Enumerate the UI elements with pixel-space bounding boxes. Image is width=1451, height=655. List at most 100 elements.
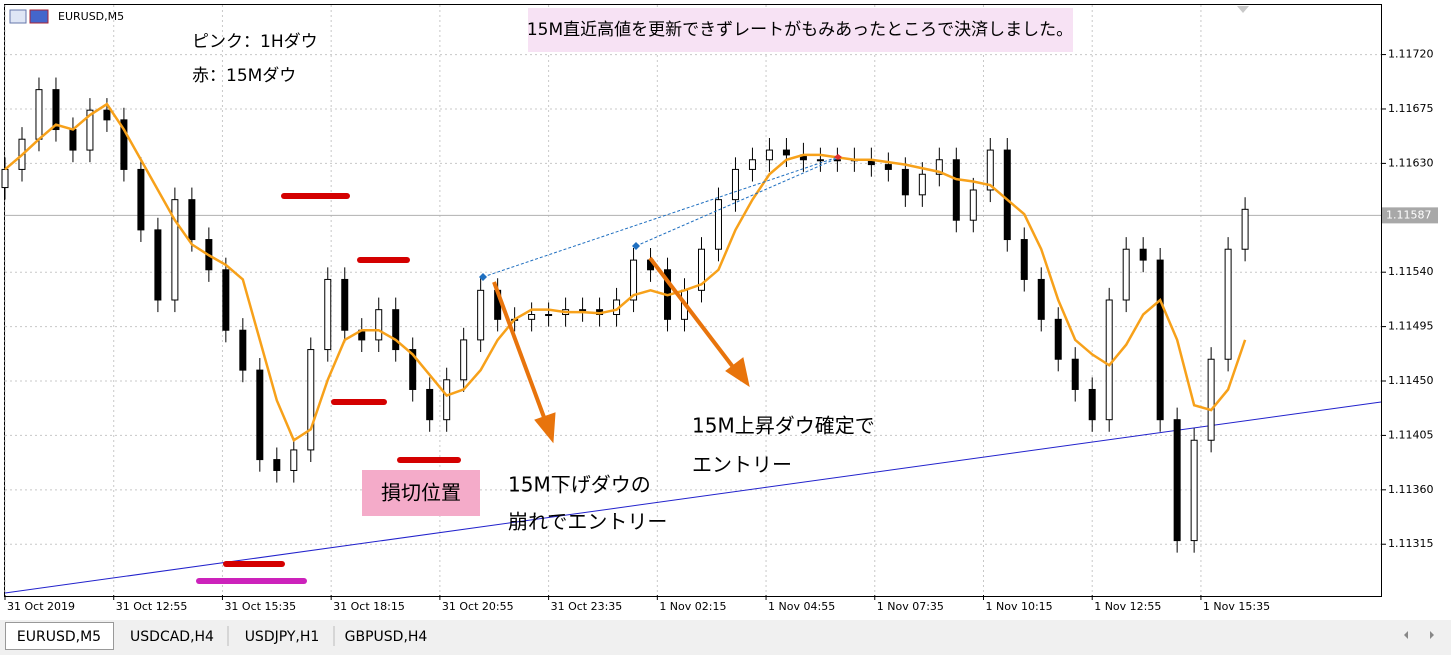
candle-body [579,309,587,312]
y-tick-label: 1.11450 [1388,374,1434,387]
y-tick-label: 1.11675 [1388,102,1434,115]
price-label: 1.11587 [1386,208,1432,221]
tab[interactable]: USDCAD,H4 [130,629,214,645]
candle-body [1037,278,1045,320]
x-tick-label: 31 Oct 15:35 [224,600,296,613]
scroll-right[interactable] [1430,631,1434,639]
candle-body [986,149,994,191]
tab[interactable]: GBPUSD,H4 [345,629,428,645]
y-tick-label: 1.11540 [1388,265,1434,278]
top-note: 15M直近高値を更新できずレートがもみあったところで決済しました。 [527,20,1073,40]
grid-layer: 1.11720 1.11675 1.11630 1.11540 1.11495 1.114… [4,5,1434,613]
arrow-head [725,357,750,388]
candle-body [460,339,468,381]
candle-body [731,168,739,201]
x-tick-label: 31 Oct 20:55 [442,600,514,613]
dashed-line [635,156,841,247]
y-tick-label: 1.11405 [1388,428,1434,441]
y-tick-label: 1.11495 [1388,320,1434,333]
tab-bar [0,620,1451,655]
x-tick-label: 1 Nov 12:55 [1094,600,1161,613]
candle-body [256,369,264,461]
candle-body [748,159,756,170]
moving-average [4,102,1247,443]
exit-lines [482,156,841,278]
candle-body [103,109,111,121]
tab[interactable]: USDJPY,H1 [245,629,320,645]
x-tick-label: 1 Nov 02:15 [659,600,726,613]
candle-body [324,278,332,351]
candle-body [188,199,196,241]
active-tab[interactable] [5,622,114,650]
note-box [528,8,1073,52]
candle-body [935,159,943,175]
price-box [1382,207,1438,224]
candle-body [884,164,892,170]
candle-body [35,89,43,140]
dashed-line [482,157,836,278]
candle-body [1122,248,1130,301]
candle-body [307,349,315,451]
candle-body [222,269,230,331]
candle-body [1020,239,1028,280]
candle-body [1190,439,1198,542]
candle-body [1173,419,1181,542]
candle-body [952,159,960,221]
scroll-left[interactable] [1404,631,1408,639]
candle-body [273,459,281,471]
candle-body [341,278,349,331]
candle-body [120,119,128,170]
legend-note: 赤：15Mダウ [192,66,296,86]
y-tick-label: 1.11720 [1388,48,1434,61]
x-tick-label: 31 Oct 23:35 [551,600,623,613]
candle-body [765,149,773,161]
entry-marker [632,242,640,250]
x-tick-label: 1 Nov 07:35 [877,600,944,613]
x-tick-label: 1 Nov 04:55 [768,600,835,613]
candle-body [477,289,485,341]
candle-body [901,168,909,196]
arrow-shaft [648,256,735,369]
y-tick-label: 1.11360 [1388,483,1434,496]
candle-body [714,199,722,250]
candle-body [239,329,247,371]
candle-body [1156,259,1164,421]
candle-body [1054,318,1062,360]
candle-body [154,229,162,301]
plot-layer [1,77,1249,553]
candle-body [918,173,926,196]
x-tick-label: 31 Oct 12:55 [116,600,188,613]
symbol-label: EURUSD,M5 [58,10,124,23]
candle-body [782,149,790,156]
x-tick-label: 31 Oct 18:15 [333,600,405,613]
candle-body [69,129,77,151]
entry-note: 崩れでエントリー [508,510,667,534]
shift-marker [1237,6,1249,13]
exit-marker [834,154,842,160]
candle-body [1207,358,1215,441]
candle-body [426,388,434,421]
candle-body [969,189,977,221]
entry-note: エントリー [692,453,792,477]
arrows [492,256,750,444]
candle-body [1139,248,1147,261]
tab[interactable]: EURUSD,M5 [17,629,101,645]
candle-body [816,159,824,162]
candle-body [528,314,536,320]
x-tick-label: 1 Nov 10:15 [985,600,1052,613]
arrow-shaft [492,281,547,421]
candle-body [409,349,417,390]
candle-body [1071,358,1079,390]
candle-body [1224,248,1232,360]
candle-body [86,109,94,151]
candle-body [1,168,9,189]
candle-body [290,449,298,471]
entry-note: 15M下げダウの [508,473,651,497]
candle-body [443,379,451,421]
x-tick-label: 31 Oct 2019 [7,600,75,613]
candle-body [1003,149,1011,241]
candle-body [1088,388,1096,421]
icon [9,9,27,24]
